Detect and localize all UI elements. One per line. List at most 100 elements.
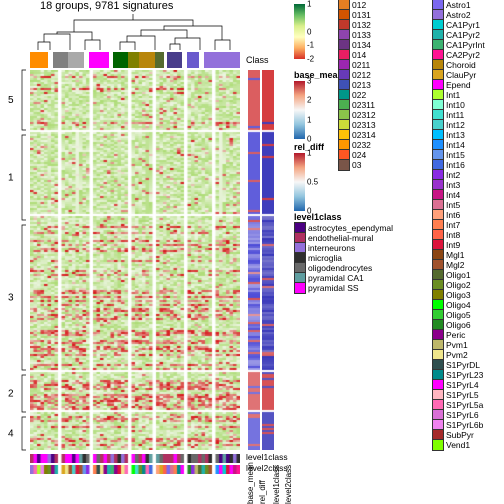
- legend-label: pyramidal CA1: [308, 273, 364, 283]
- row-group-label: 5: [8, 95, 14, 106]
- legend-label: S1PyrL6b: [446, 420, 483, 430]
- level1class-bar-label: level1class: [246, 452, 288, 462]
- legend-label: Int10: [446, 100, 465, 110]
- legend-label: astrocytes_ependymal: [308, 223, 393, 233]
- legend-label: 0211: [352, 60, 370, 70]
- legend-item: oligodendrocytes: [294, 263, 393, 273]
- legend-label: Mgl1: [446, 250, 464, 260]
- legend-label: microglia: [308, 253, 342, 263]
- legend-label: 0212: [352, 70, 371, 80]
- legend-label: 02314: [352, 130, 376, 140]
- column-dendrogram: [30, 12, 240, 50]
- legend-label: 022: [352, 90, 366, 100]
- row-group-axis: 51324: [0, 0, 30, 504]
- legend-swatch: [338, 159, 350, 171]
- legend-label: SubPyr: [446, 430, 474, 440]
- legend-label: oligodendrocytes: [308, 263, 372, 273]
- legend-label: CA1Pyr2: [446, 30, 480, 40]
- bottom-vertical-label: rel_diff: [258, 476, 267, 504]
- legend-label: Int2: [446, 170, 460, 180]
- legend-label: 0213: [352, 80, 371, 90]
- legend-label: 0134: [352, 40, 371, 50]
- legend-label: CA1PyrInt: [446, 40, 485, 50]
- legend-label: S1PyrL6: [446, 410, 479, 420]
- level1class-legend: level1classastrocytes_ependymalendotheli…: [294, 212, 393, 293]
- legend-label: 02312: [352, 110, 376, 120]
- bottom-vertical-label: level1class: [272, 476, 281, 504]
- legend-label: Choroid: [446, 60, 476, 70]
- legend-item: Vend1: [432, 440, 485, 450]
- legend-label: Oligo5: [446, 310, 471, 320]
- legend-swatch: [432, 439, 444, 451]
- scale-tick: 2: [307, 96, 311, 105]
- scale-tick: -1: [307, 41, 314, 50]
- legend-label: Oligo3: [446, 290, 471, 300]
- scale-tick: -2: [307, 55, 314, 64]
- legend-label: Peric: [446, 330, 465, 340]
- bottom-vertical-label: level2class: [284, 476, 293, 504]
- legend-label: Int1: [446, 90, 460, 100]
- bottom-vertical-label: base_mean: [246, 476, 255, 504]
- level2class-legend: Astro1Astro2CA1Pyr1CA1Pyr2CA1PyrIntCA2Py…: [432, 0, 485, 450]
- legend-label: pyramidal SS: [308, 283, 359, 293]
- legend-label: 02313: [352, 120, 376, 130]
- legend-label: 0232: [352, 140, 371, 150]
- legend-label: Int11: [446, 110, 464, 120]
- legend-item: microglia: [294, 253, 393, 263]
- legend-item: pyramidal CA1: [294, 273, 393, 283]
- legend-label: Int3: [446, 180, 460, 190]
- legend-label: 024: [352, 150, 366, 160]
- legend-label: interneurons: [308, 243, 355, 253]
- legend-label: Int16: [446, 160, 465, 170]
- legend-item: endothelial-mural: [294, 233, 393, 243]
- plot-title: 18 groups, 9781 signatures: [40, 0, 173, 12]
- level1class-col-bar: [30, 454, 240, 463]
- color-scale-bar: 3210: [294, 81, 305, 139]
- row-group-label: 2: [8, 389, 14, 400]
- legend-label: Epend: [446, 80, 471, 90]
- scale-label: base_mean: [294, 70, 343, 80]
- legend-label: S1PyrDL: [446, 360, 480, 370]
- legend-title: level1class: [294, 212, 393, 222]
- legend-label: Vend1: [446, 440, 470, 450]
- legend-label: Astro1: [446, 0, 471, 10]
- legend-label: CA1Pyr1: [446, 20, 480, 30]
- legend-label: Oligo6: [446, 320, 471, 330]
- legend-label: 0131: [352, 10, 371, 20]
- legend-label: Oligo2: [446, 280, 471, 290]
- color-scale-bar: 10-1-2: [294, 4, 305, 59]
- legend-label: S1PyrL23: [446, 370, 483, 380]
- legend-label: ClauPyr: [446, 70, 476, 80]
- legend-label: Int9: [446, 240, 460, 250]
- legend-label: Int7: [446, 220, 460, 230]
- legend-item: 03: [338, 160, 376, 170]
- legend-label: endothelial-mural: [308, 233, 373, 243]
- legend-label: Pvm2: [446, 350, 468, 360]
- legend-label: CA2Pyr2: [446, 50, 480, 60]
- legend-label: Oligo1: [446, 270, 471, 280]
- heatmap-main: [30, 70, 240, 450]
- legend-label: S1PyrL4: [446, 380, 479, 390]
- base-mean-row-bar: [248, 70, 260, 450]
- rel-diff-row-bar: [262, 70, 274, 450]
- legend-swatch: [294, 282, 306, 294]
- legend-item: astrocytes_ependymal: [294, 223, 393, 233]
- scale-tick: 3: [307, 77, 311, 86]
- legend-label: Int14: [446, 140, 465, 150]
- legend-label: 0132: [352, 20, 371, 30]
- level2class-col-bar: [30, 465, 240, 474]
- class-color-bar: [30, 52, 240, 68]
- legend-label: Int8: [446, 230, 460, 240]
- scale-tick: 1: [307, 149, 311, 158]
- scale-tick: 1: [307, 0, 311, 9]
- legend-label: Pvm1: [446, 340, 468, 350]
- legend-label: Mgl2: [446, 260, 464, 270]
- legend-label: 012: [352, 0, 366, 10]
- legend-label: Int4: [446, 190, 460, 200]
- scale-tick: 0: [307, 27, 311, 36]
- legend-label: 02311: [352, 100, 375, 110]
- legend-label: 014: [352, 50, 366, 60]
- class-legend: 0120131013201330134014021102120213022023…: [338, 0, 376, 170]
- row-group-label: 4: [8, 429, 14, 440]
- legend-item: interneurons: [294, 243, 393, 253]
